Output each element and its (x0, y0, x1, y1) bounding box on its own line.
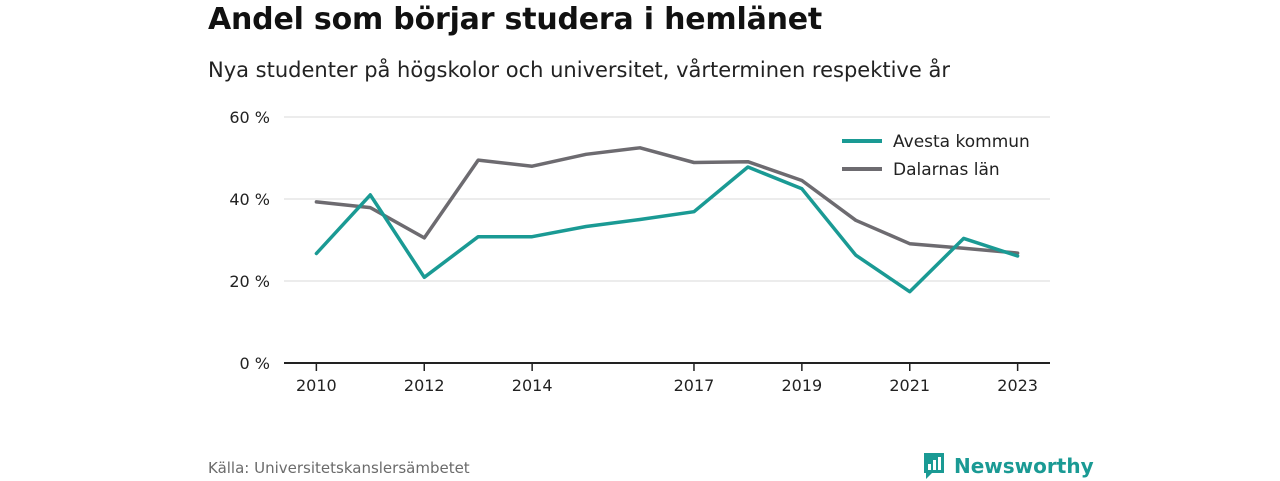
brand-name: Newsworthy (954, 454, 1094, 478)
series-line (314, 165, 1020, 294)
x-tick-label: 2012 (404, 376, 445, 395)
bar-chart-bubble-icon (924, 453, 944, 479)
legend-label: Avesta kommun (893, 132, 1030, 152)
y-tick-label: 0 % (240, 354, 270, 373)
x-tick-label: 2010 (296, 376, 337, 395)
x-tick-label: 2017 (674, 376, 715, 395)
y-tick-label: 40 % (229, 190, 270, 209)
y-tick-label: 60 % (229, 108, 270, 127)
series-lines (314, 146, 1020, 294)
x-axis: 2010 2012 2014 2017 2019 2021 2023 (296, 363, 1038, 395)
legend: Avesta kommun Dalarnas län (842, 132, 1030, 180)
y-tick-label: 20 % (229, 272, 270, 291)
x-tick-label: 2019 (781, 376, 822, 395)
legend-label: Dalarnas län (893, 160, 1000, 180)
source-note: Källa: Universitetskanslersämbetet (208, 459, 470, 477)
x-tick-label: 2014 (512, 376, 553, 395)
chart-title: Andel som börjar studera i hemlänet (208, 2, 823, 37)
y-axis-tick-labels: 0 % 20 % 40 % 60 % (229, 108, 270, 373)
x-tick-label: 2023 (997, 376, 1038, 395)
x-tick-label: 2021 (889, 376, 930, 395)
brand-logo: Newsworthy (922, 451, 1094, 481)
series-line (314, 146, 1020, 255)
chart-subtitle: Nya studenter på högskolor och universit… (208, 58, 950, 82)
